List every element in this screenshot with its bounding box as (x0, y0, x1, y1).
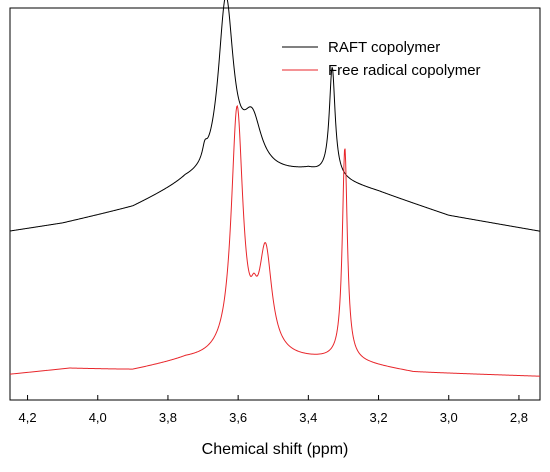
plot-frame (9, 7, 541, 401)
legend: RAFT copolymer Free radical copolymer (282, 39, 481, 79)
x-tick-label: 3,0 (440, 410, 458, 425)
x-tick-label: 3,4 (299, 410, 317, 425)
series-line-raft (9, 0, 541, 232)
x-tick-label: 3,6 (229, 410, 247, 425)
legend-label-raft: RAFT copolymer (328, 39, 440, 56)
x-axis-title: Chemical shift (ppm) (202, 441, 349, 458)
x-tick-label: 2,8 (510, 410, 528, 425)
series-lines (9, 0, 541, 377)
legend-label-free-radical: Free radical copolymer (328, 62, 481, 79)
x-tick-label: 4,2 (19, 410, 37, 425)
x-tick-label: 4,0 (89, 410, 107, 425)
x-tick-label: 3,2 (370, 410, 388, 425)
x-axis-ticks: 4,2 4,0 3,8 3,6 3,4 3,2 3,0 2,8 (19, 395, 528, 425)
x-tick-label: 3,8 (159, 410, 177, 425)
series-line-free-radical (9, 104, 541, 377)
